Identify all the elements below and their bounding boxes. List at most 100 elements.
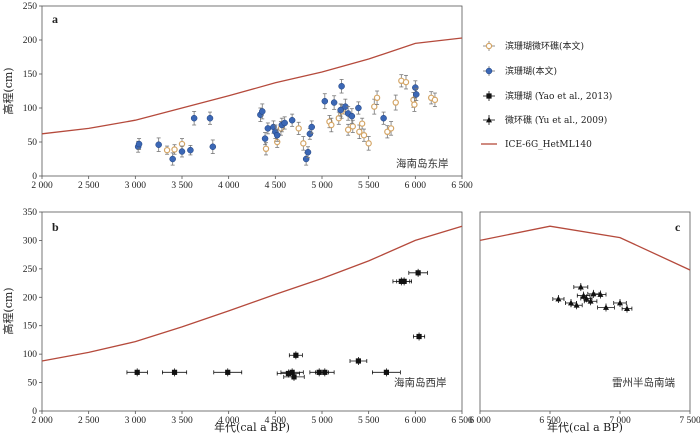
panel-a-data-point xyxy=(360,131,368,139)
panel-b-y-tick-label: 0 xyxy=(32,407,37,417)
panel-c-plot: c 雷州半岛南端 年代(cal a BP) 6 000 6 500 7 000 7 5… xyxy=(469,211,700,434)
panel-b-data-point xyxy=(355,358,361,364)
panel-a-data-point xyxy=(402,78,410,86)
panel-b-y-tick-label: 50 xyxy=(28,379,38,389)
panel-c-letter: c xyxy=(675,220,681,234)
panel-b-x-tick-label: 5 500 xyxy=(358,416,380,426)
panel-c-data-point xyxy=(580,292,587,298)
panel-b-y-tick-label: 250 xyxy=(23,265,38,275)
panel-c-frame xyxy=(479,211,691,412)
panel-c-x-tick-label: 7 500 xyxy=(679,416,700,426)
panel-b-y-tick-label: 350 xyxy=(23,208,38,218)
legend: 滨珊瑚微环礁(本文) 滨珊瑚(本文) 滨珊瑚 (Yao et al., 2013) 微… xyxy=(481,40,612,150)
legend-marker xyxy=(485,67,493,75)
panel-b-data-point xyxy=(289,369,295,375)
panel-a-y-tick-label: 200 xyxy=(23,36,38,46)
panel-a-y-tick-label: 0 xyxy=(32,172,37,182)
panel-b-x-tick-label: 3 500 xyxy=(171,416,193,426)
panel-a-y-axis-label: 高程(cm) xyxy=(1,67,15,114)
panel-c-data-point xyxy=(577,283,584,290)
panel-a-x-tick-label: 2 000 xyxy=(31,181,53,191)
legend-label: 微环礁 (Yu et al., 2009) xyxy=(505,114,607,126)
panel-a-x-tick-label: 5 000 xyxy=(311,181,333,191)
panel-a-data-point xyxy=(373,94,381,102)
panel-b-x-tick-label: 6 500 xyxy=(451,416,473,426)
panel-a-data-point xyxy=(411,101,418,108)
panel-a-x-tick-label: 6 500 xyxy=(451,181,473,191)
panel-a-data-point xyxy=(412,84,419,91)
panel-a-data-point xyxy=(431,96,439,104)
panel-a-data-point xyxy=(209,143,217,151)
panel-c-region-label: 雷州半岛南端 xyxy=(612,376,675,389)
panel-b-data-point xyxy=(293,352,299,358)
panel-c-data-point xyxy=(587,298,594,304)
panel-c-x-axis-label: 年代(cal a BP) xyxy=(547,420,623,434)
panel-b-data-point xyxy=(415,270,421,276)
panel-a-data-point xyxy=(304,148,312,156)
panel-a-data-point xyxy=(169,155,176,163)
panel-a-data-point xyxy=(163,146,171,154)
panel-a-data-point xyxy=(187,146,194,154)
panel-b-data-point xyxy=(134,369,140,375)
legend-marker xyxy=(485,42,493,50)
legend-marker xyxy=(486,93,492,99)
panel-a-data-point xyxy=(328,121,335,129)
panel-a-data-point xyxy=(264,125,272,132)
panel-b-y-tick-label: 300 xyxy=(23,236,38,246)
panel-a-data-point xyxy=(365,140,372,147)
panel-b-x-tick-label: 3 000 xyxy=(125,416,147,426)
panel-a-x-tick-label: 4 500 xyxy=(265,181,287,191)
panel-b-data-point xyxy=(285,370,291,377)
panel-b-x-axis-label: 年代(cal a BP) xyxy=(214,420,290,434)
panel-a-data-point xyxy=(330,99,338,106)
panel-b-data-point xyxy=(322,369,328,375)
panel-a-data-point xyxy=(135,140,143,148)
panel-a-data-point xyxy=(171,146,178,153)
panel-a-y-tick-label: 50 xyxy=(28,138,38,148)
panel-a-data-point xyxy=(288,116,296,124)
panel-c-data-point xyxy=(555,295,562,302)
panel-a-data-point xyxy=(273,131,281,139)
panel-a-data-point xyxy=(337,106,344,114)
panel-a-x-tick-label: 3 500 xyxy=(171,181,193,191)
panel-a-x-tick-label: 4 000 xyxy=(218,181,240,191)
panel-a-x-tick-label: 5 500 xyxy=(358,181,380,191)
panel-a-data-point xyxy=(190,114,198,122)
panel-c-data-point xyxy=(617,299,623,306)
panel-a-data-point xyxy=(349,123,356,130)
panel-a-data-point xyxy=(380,114,387,122)
panel-c-x-tick-label: 6 500 xyxy=(539,416,561,426)
panel-b-data-point xyxy=(225,369,231,375)
panel-b-x-tick-label: 2 000 xyxy=(31,416,53,426)
panel-b-y-axis-label: 高程(cm) xyxy=(1,287,15,334)
panel-b-x-tick-label: 4 500 xyxy=(265,416,287,426)
panel-b-frame xyxy=(41,211,463,412)
panel-a-y-tick-label: 150 xyxy=(23,70,38,80)
panel-a-data-point xyxy=(384,128,391,135)
panel-c-data-point xyxy=(583,295,590,301)
panel-a-data-point xyxy=(371,103,378,110)
panel-c-data-point xyxy=(597,291,604,297)
panel-b-x-tick-label: 6 000 xyxy=(405,416,427,426)
panel-a-ice6g-curve xyxy=(41,37,463,135)
panel-a-data-point xyxy=(155,141,162,148)
panel-c-data-point xyxy=(603,304,609,310)
panel-a-y-tick-label: 100 xyxy=(23,104,38,114)
panel-c-ice6g-curve xyxy=(479,225,691,271)
panel-a-data-point xyxy=(413,91,420,98)
panel-a-data-point xyxy=(206,114,214,122)
panel-a-y-tick-label: 250 xyxy=(23,2,38,12)
panel-a-plot: a 海南岛东岸 高程(cm) 2 000 2 500 3 000 3 500 4 000… xyxy=(1,2,473,191)
panel-b-letter: b xyxy=(52,220,59,234)
panel-a-data-point xyxy=(281,119,288,127)
panel-a-x-tick-label: 2 500 xyxy=(78,181,100,191)
panel-b-data-point xyxy=(171,369,178,375)
panel-a-region-label: 海南岛东岸 xyxy=(396,157,449,170)
panel-a-data-point xyxy=(308,123,315,131)
panel-a-data-point xyxy=(358,120,366,127)
panel-a-data-point xyxy=(355,104,362,112)
panel-a-data-point xyxy=(387,125,395,132)
panel-b-y-tick-label: 150 xyxy=(23,322,38,332)
panel-c-x-tick-label: 6 000 xyxy=(469,416,491,426)
panel-a-data-point xyxy=(261,135,269,142)
